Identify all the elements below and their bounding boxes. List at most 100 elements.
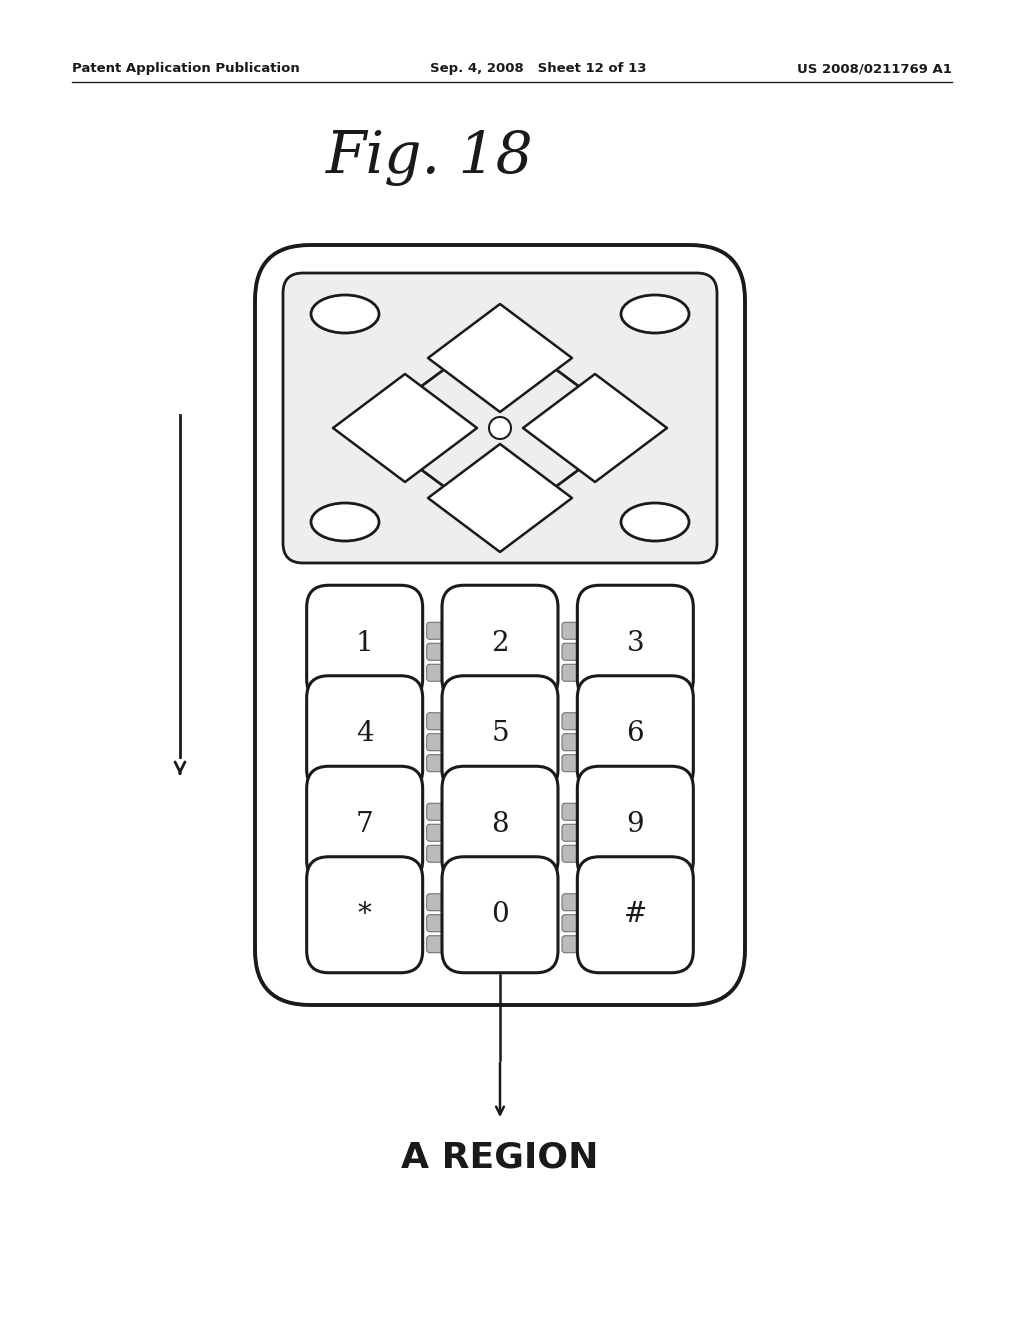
FancyBboxPatch shape bbox=[521, 726, 538, 743]
FancyBboxPatch shape bbox=[562, 804, 579, 820]
FancyBboxPatch shape bbox=[442, 857, 558, 973]
FancyBboxPatch shape bbox=[635, 886, 652, 903]
FancyBboxPatch shape bbox=[562, 894, 579, 911]
Text: *: * bbox=[357, 902, 372, 928]
FancyBboxPatch shape bbox=[578, 585, 693, 701]
Text: US 2008/0211769 A1: US 2008/0211769 A1 bbox=[797, 62, 952, 75]
FancyBboxPatch shape bbox=[447, 845, 465, 862]
FancyBboxPatch shape bbox=[386, 705, 402, 722]
Text: #: # bbox=[624, 902, 647, 928]
FancyBboxPatch shape bbox=[583, 824, 600, 841]
Text: 1: 1 bbox=[355, 630, 374, 657]
FancyBboxPatch shape bbox=[562, 622, 579, 639]
FancyBboxPatch shape bbox=[656, 726, 674, 743]
FancyBboxPatch shape bbox=[365, 817, 382, 834]
FancyBboxPatch shape bbox=[500, 705, 517, 722]
FancyBboxPatch shape bbox=[614, 726, 632, 743]
FancyBboxPatch shape bbox=[427, 664, 443, 681]
FancyBboxPatch shape bbox=[479, 907, 496, 924]
FancyBboxPatch shape bbox=[447, 804, 465, 820]
FancyBboxPatch shape bbox=[447, 622, 465, 639]
FancyBboxPatch shape bbox=[500, 796, 517, 813]
FancyBboxPatch shape bbox=[500, 886, 517, 903]
FancyBboxPatch shape bbox=[578, 766, 693, 882]
FancyBboxPatch shape bbox=[386, 796, 402, 813]
FancyBboxPatch shape bbox=[344, 886, 360, 903]
FancyBboxPatch shape bbox=[427, 845, 443, 862]
FancyBboxPatch shape bbox=[521, 817, 538, 834]
FancyBboxPatch shape bbox=[255, 246, 745, 1005]
FancyBboxPatch shape bbox=[386, 726, 402, 743]
FancyBboxPatch shape bbox=[306, 766, 423, 882]
FancyBboxPatch shape bbox=[614, 907, 632, 924]
FancyBboxPatch shape bbox=[583, 664, 600, 681]
FancyBboxPatch shape bbox=[562, 936, 579, 953]
FancyBboxPatch shape bbox=[447, 915, 465, 932]
FancyBboxPatch shape bbox=[562, 713, 579, 730]
FancyBboxPatch shape bbox=[427, 936, 443, 953]
Text: 5: 5 bbox=[492, 721, 509, 747]
Text: 6: 6 bbox=[627, 721, 644, 747]
FancyBboxPatch shape bbox=[578, 857, 693, 973]
FancyBboxPatch shape bbox=[427, 622, 443, 639]
FancyBboxPatch shape bbox=[656, 705, 674, 722]
Text: A REGION: A REGION bbox=[401, 1140, 599, 1173]
FancyBboxPatch shape bbox=[365, 907, 382, 924]
Polygon shape bbox=[523, 374, 667, 482]
Ellipse shape bbox=[489, 417, 511, 440]
FancyBboxPatch shape bbox=[562, 643, 579, 660]
FancyBboxPatch shape bbox=[656, 886, 674, 903]
FancyBboxPatch shape bbox=[447, 824, 465, 841]
Text: 7: 7 bbox=[355, 810, 374, 838]
FancyBboxPatch shape bbox=[386, 886, 402, 903]
FancyBboxPatch shape bbox=[583, 755, 600, 772]
Text: 3: 3 bbox=[627, 630, 644, 657]
FancyBboxPatch shape bbox=[521, 705, 538, 722]
FancyBboxPatch shape bbox=[442, 676, 558, 792]
FancyBboxPatch shape bbox=[344, 817, 360, 834]
FancyBboxPatch shape bbox=[500, 726, 517, 743]
FancyBboxPatch shape bbox=[583, 622, 600, 639]
FancyBboxPatch shape bbox=[427, 734, 443, 751]
FancyBboxPatch shape bbox=[386, 817, 402, 834]
Ellipse shape bbox=[311, 503, 379, 541]
FancyBboxPatch shape bbox=[583, 845, 600, 862]
Text: Sep. 4, 2008   Sheet 12 of 13: Sep. 4, 2008 Sheet 12 of 13 bbox=[430, 62, 646, 75]
FancyBboxPatch shape bbox=[521, 886, 538, 903]
FancyBboxPatch shape bbox=[447, 755, 465, 772]
FancyBboxPatch shape bbox=[500, 817, 517, 834]
FancyBboxPatch shape bbox=[562, 845, 579, 862]
Ellipse shape bbox=[621, 503, 689, 541]
FancyBboxPatch shape bbox=[447, 643, 465, 660]
FancyBboxPatch shape bbox=[427, 804, 443, 820]
FancyBboxPatch shape bbox=[635, 705, 652, 722]
FancyBboxPatch shape bbox=[656, 907, 674, 924]
Text: Patent Application Publication: Patent Application Publication bbox=[72, 62, 300, 75]
FancyBboxPatch shape bbox=[427, 915, 443, 932]
FancyBboxPatch shape bbox=[306, 585, 423, 701]
FancyBboxPatch shape bbox=[365, 886, 382, 903]
FancyBboxPatch shape bbox=[583, 734, 600, 751]
FancyBboxPatch shape bbox=[427, 824, 443, 841]
FancyBboxPatch shape bbox=[447, 734, 465, 751]
FancyBboxPatch shape bbox=[365, 796, 382, 813]
Text: Fig. 18: Fig. 18 bbox=[326, 129, 534, 186]
Text: 2: 2 bbox=[492, 630, 509, 657]
FancyBboxPatch shape bbox=[479, 705, 496, 722]
FancyBboxPatch shape bbox=[635, 796, 652, 813]
FancyBboxPatch shape bbox=[583, 894, 600, 911]
FancyBboxPatch shape bbox=[521, 796, 538, 813]
FancyBboxPatch shape bbox=[306, 676, 423, 792]
FancyBboxPatch shape bbox=[442, 585, 558, 701]
FancyBboxPatch shape bbox=[656, 817, 674, 834]
FancyBboxPatch shape bbox=[344, 705, 360, 722]
FancyBboxPatch shape bbox=[365, 726, 382, 743]
FancyBboxPatch shape bbox=[583, 804, 600, 820]
FancyBboxPatch shape bbox=[635, 726, 652, 743]
FancyBboxPatch shape bbox=[583, 936, 600, 953]
FancyBboxPatch shape bbox=[344, 796, 360, 813]
FancyBboxPatch shape bbox=[562, 755, 579, 772]
FancyBboxPatch shape bbox=[442, 766, 558, 882]
Polygon shape bbox=[428, 444, 572, 552]
FancyBboxPatch shape bbox=[500, 907, 517, 924]
